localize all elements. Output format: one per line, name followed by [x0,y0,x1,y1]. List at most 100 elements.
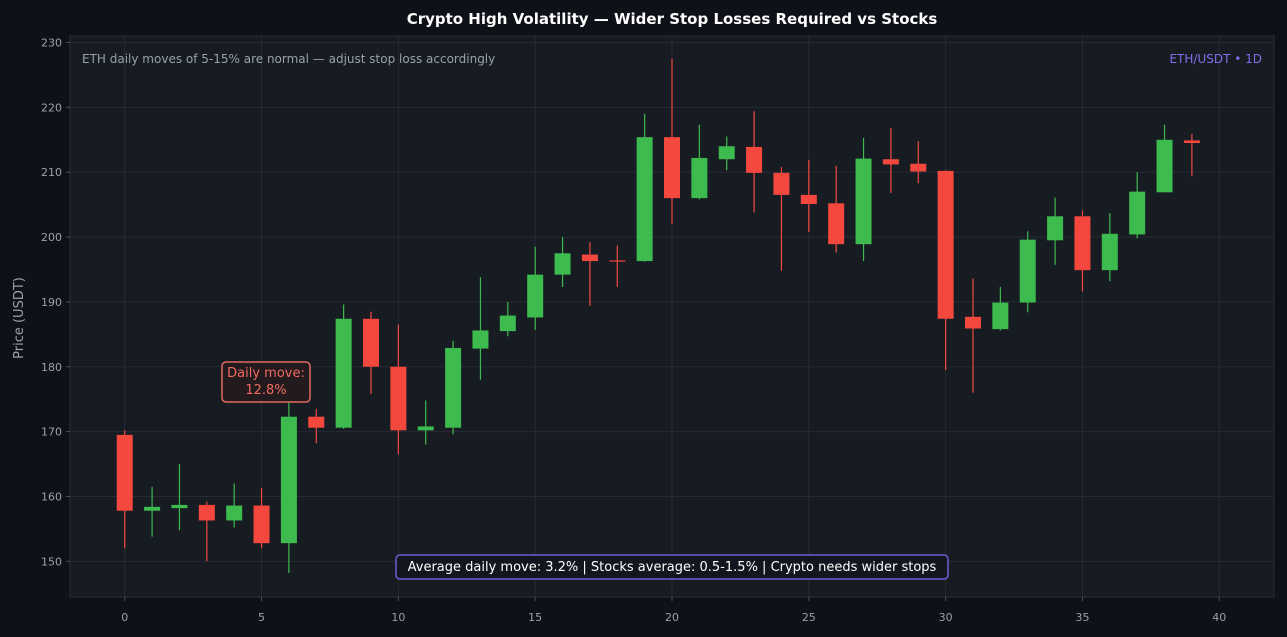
daily-move-callout: Daily move: 12.8% [221,361,311,403]
x-tick-label: 15 [528,611,542,624]
candle-body [1019,239,1036,303]
candle-body [1101,233,1118,271]
callout-line2: 12.8% [245,383,286,398]
candle-down [664,58,680,225]
candle-down [773,167,790,271]
candle-body [746,146,763,173]
candle-body [800,194,817,204]
candle-body [773,172,790,195]
candle-body [144,506,161,511]
y-tick-label: 190 [41,296,62,309]
footer-text: Average daily move: 3.2% | Stocks averag… [408,560,937,575]
candle-body [1129,191,1146,235]
footer-box [395,554,949,580]
candle-up [992,286,1009,331]
candle-up [144,486,161,537]
x-axis-ticks: 0 5 10 15 20 25 30 35 40 [121,597,1226,624]
candle-body [1074,216,1091,271]
callout-line1: Daily move: [227,366,305,381]
x-tick-label: 20 [665,611,679,624]
candle-body [965,316,981,329]
x-tick-label: 30 [939,611,953,624]
chart-subtitle: ETH daily moves of 5-15% are normal — ad… [82,52,495,66]
candle-up [1101,213,1118,282]
candle-body [116,434,133,511]
candle-down [1183,133,1200,177]
candle-body [499,315,516,332]
candle-up [691,124,708,200]
chart-title: Crypto High Volatility — Wider Stop Loss… [407,10,938,28]
candle-down [308,408,325,444]
candle-body [992,302,1009,330]
candle-body [253,505,270,544]
candle-body [472,330,489,349]
candle-up [636,113,653,262]
candle-body [445,347,462,428]
candle-down [198,501,215,562]
candle-body [308,416,325,428]
candle-down [882,128,899,193]
candle-down [363,311,379,395]
candle-body [718,146,735,160]
candle-body [554,253,571,275]
candle-up [445,340,462,435]
x-tick-label: 0 [121,611,128,624]
x-tick-label: 40 [1212,611,1226,624]
footer-annotation: Average daily move: 3.2% | Stocks averag… [395,554,949,580]
candle-down [581,242,598,306]
candle-body [198,504,215,521]
y-axis-ticks: 150 160 170 180 190 200 210 220 230 [41,36,70,568]
candle-down [746,111,763,213]
candle-body [1047,216,1064,241]
candle-body [527,274,544,318]
candle-body [363,318,379,367]
y-tick-label: 170 [41,426,62,439]
candle-body [280,416,297,544]
candle-body [855,158,872,245]
x-tick-label: 5 [258,611,265,624]
candle-body [828,203,845,245]
candle-body [636,137,653,262]
candle-down [910,141,927,184]
candle-body [937,170,954,319]
y-tick-label: 150 [41,555,62,568]
candle-up [554,237,571,287]
candle-body [609,260,626,262]
y-tick-label: 220 [41,101,62,114]
candle-up [855,137,872,262]
y-tick-label: 160 [41,490,62,503]
candle-up [171,464,188,531]
candle-up [1129,172,1146,239]
x-tick-label: 35 [1075,611,1089,624]
candle-body [910,163,927,172]
candle-body [226,505,243,521]
candle-up [499,301,516,337]
candles [116,58,1200,574]
x-tick-label: 25 [802,611,816,624]
candle-down [1074,210,1091,292]
x-tick-label: 10 [391,611,405,624]
candle-down [800,159,817,232]
callout-box [221,361,311,403]
candle-up [280,402,297,574]
candle-up [718,136,735,171]
candle-body [691,157,708,199]
candle-body [882,159,899,165]
candle-up [335,304,352,430]
candle-up [1156,124,1173,193]
candle-up [417,400,434,445]
y-axis-label: Price (USDT) [12,277,27,359]
candle-down [609,245,626,287]
candle-down [116,430,133,549]
candle-down [965,278,981,393]
candle-body [390,366,407,431]
y-tick-label: 210 [41,166,62,179]
candle-body [417,426,434,431]
candle-body [581,254,598,262]
y-tick-label: 200 [41,231,62,244]
candle-up [472,277,489,380]
candle-body [1156,139,1173,193]
candle-down [937,170,954,371]
candle-body [1183,140,1200,144]
